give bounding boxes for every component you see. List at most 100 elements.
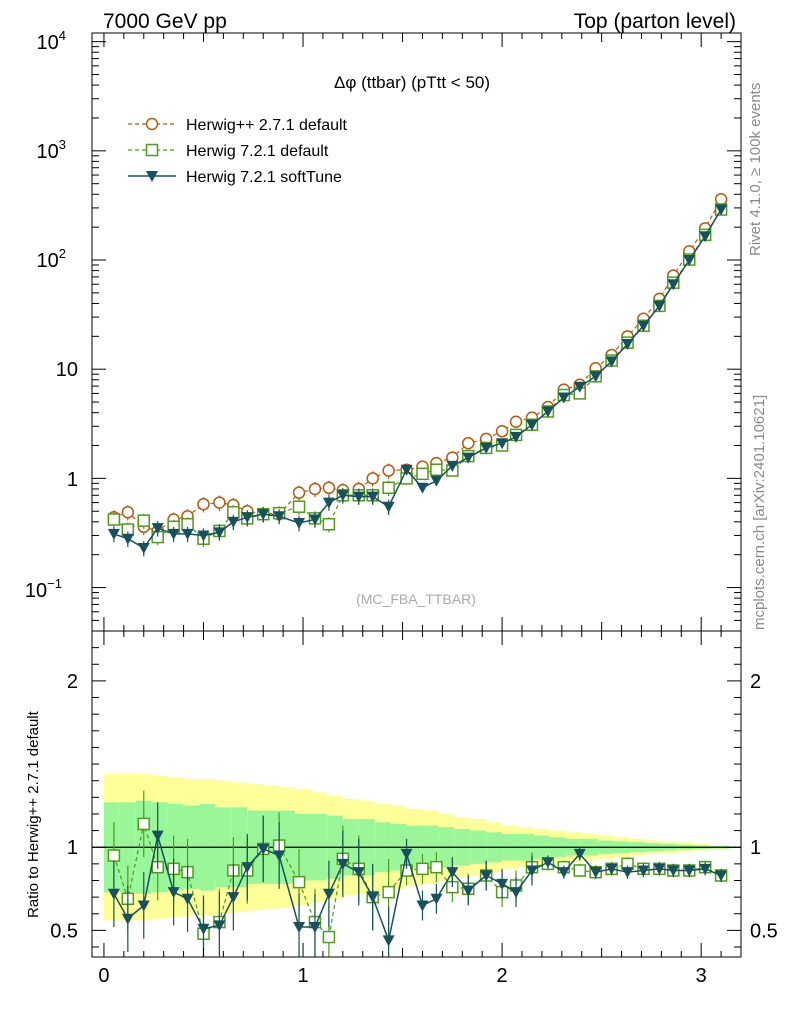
ratio-point-1 <box>197 923 210 935</box>
main-point-2 <box>352 491 365 503</box>
ratio-ytick-label-right: 0.5 <box>750 920 778 942</box>
main-point-0 <box>213 496 226 509</box>
ratio-point-1 <box>667 865 680 877</box>
ratio-point-1 <box>107 888 120 900</box>
header-right-title: Top (parton level) <box>574 10 736 33</box>
main-point-2 <box>227 516 240 528</box>
main-point-0 <box>495 425 509 438</box>
ytick-label-1e4: 104 <box>37 28 66 54</box>
ratio-point-1 <box>273 850 286 862</box>
main-point-2 <box>257 509 270 521</box>
main-point-2 <box>446 460 459 472</box>
ratio-point-1 <box>557 867 570 879</box>
main-point-2 <box>589 371 602 383</box>
main-plot-title: Δφ (ttbar) (pTtt < 50) <box>334 73 490 92</box>
ratio-point-1 <box>241 862 254 874</box>
ratio-point-1 <box>151 830 164 842</box>
main-point-2 <box>241 512 254 524</box>
main-point-0 <box>509 415 523 429</box>
main-point-2 <box>525 419 538 431</box>
ratio-ytick-label-left: 2 <box>67 671 78 693</box>
ratio-point-0 <box>107 849 121 862</box>
ratio-point-1 <box>257 843 270 855</box>
main-point-2 <box>197 530 210 542</box>
ratio-series-line-1 <box>113 835 722 944</box>
ratio-frame <box>91 630 742 958</box>
ratio-point-1 <box>322 888 335 900</box>
main-point-2 <box>653 300 666 312</box>
ratio-point-1 <box>525 865 538 877</box>
ratio-point-1 <box>227 892 240 904</box>
ratio-y-axis-label: Ratio to Herwig++ 2.7.1 default <box>25 710 42 918</box>
main-point-2 <box>510 431 523 443</box>
ratio-point-1 <box>336 858 349 870</box>
mcplots-label: mcplots.cern.ch [arXiv:2401.10621] <box>751 395 768 630</box>
main-point-2 <box>322 497 335 509</box>
main-data-layer <box>107 193 728 557</box>
main-point-2 <box>151 523 164 535</box>
main-point-2 <box>181 528 194 540</box>
ratio-ytick-label-left: 1 <box>67 837 78 859</box>
ratio-ytick-label-right: 2 <box>750 671 761 693</box>
main-point-2 <box>496 438 509 450</box>
ratio-data-layer <box>107 790 728 957</box>
ratio-point-1 <box>293 922 306 934</box>
ratio-point-1 <box>308 922 321 934</box>
main-point-2 <box>573 381 586 393</box>
main-y-tick-labels: 10−1 1 10 102 103 104 <box>25 28 78 602</box>
ratio-point-1 <box>480 870 493 882</box>
main-point-2 <box>400 464 413 476</box>
ratio-point-0 <box>322 930 336 944</box>
main-point-2 <box>715 204 728 216</box>
main-point-1 <box>430 463 443 476</box>
main-point-2 <box>308 514 321 526</box>
ratio-point-1 <box>510 887 523 899</box>
ratio-point-0 <box>416 862 429 876</box>
main-point-2 <box>480 442 493 454</box>
ratio-ytick-label-right: 1 <box>750 837 761 859</box>
main-point-0 <box>197 497 210 511</box>
main-point-1 <box>292 500 306 513</box>
ratio-point-1 <box>430 893 443 905</box>
ratio-point-1 <box>589 867 602 879</box>
main-point-1 <box>137 514 151 527</box>
ratio-point-1 <box>416 900 429 912</box>
main-point-2 <box>121 533 134 545</box>
main-point-0 <box>308 482 322 496</box>
ratio-point-1 <box>637 865 650 877</box>
ytick-label-1e2: 102 <box>37 246 66 272</box>
legend-marker-herwig7-default <box>145 143 159 157</box>
main-point-2 <box>683 255 696 267</box>
ratio-point-1 <box>715 870 728 882</box>
ratio-point-1 <box>653 863 666 875</box>
main-point-2 <box>416 482 429 494</box>
ratio-point-1 <box>621 867 634 879</box>
main-series-line-0 <box>113 198 722 532</box>
main-series-line-1 <box>113 209 722 540</box>
ratio-point-1 <box>683 865 696 877</box>
ratio-point-1 <box>366 892 379 904</box>
xtick-label: 1 <box>297 965 308 987</box>
main-point-2 <box>621 339 634 351</box>
main-point-2 <box>667 279 680 291</box>
legend: Herwig++ 2.7.1 default Herwig 7.2.1 defa… <box>128 117 348 186</box>
ratio-point-1 <box>699 863 712 875</box>
ratio-point-1 <box>462 885 475 897</box>
main-point-1 <box>322 518 336 531</box>
main-point-2 <box>637 320 650 332</box>
main-point-2 <box>167 528 180 540</box>
ratio-point-0 <box>137 817 151 831</box>
ratio-point-1 <box>121 913 134 925</box>
xtick-label: 3 <box>696 965 707 987</box>
ytick-label-1e3: 103 <box>37 137 66 163</box>
rivet-label: Rivet 4.1.0, ≥ 100k events <box>747 83 764 256</box>
ratio-point-1 <box>573 848 586 860</box>
main-point-1 <box>107 513 121 526</box>
ratio-point-0 <box>292 875 306 889</box>
legend-marker-herwigpp <box>145 117 159 131</box>
legend-label-herwig7-default: Herwig 7.2.1 default <box>186 143 329 160</box>
header-left-title: 7000 GeV pp <box>103 10 227 33</box>
main-point-2 <box>430 475 443 487</box>
legend-entry-herwig7-default: Herwig 7.2.1 default <box>128 143 329 160</box>
